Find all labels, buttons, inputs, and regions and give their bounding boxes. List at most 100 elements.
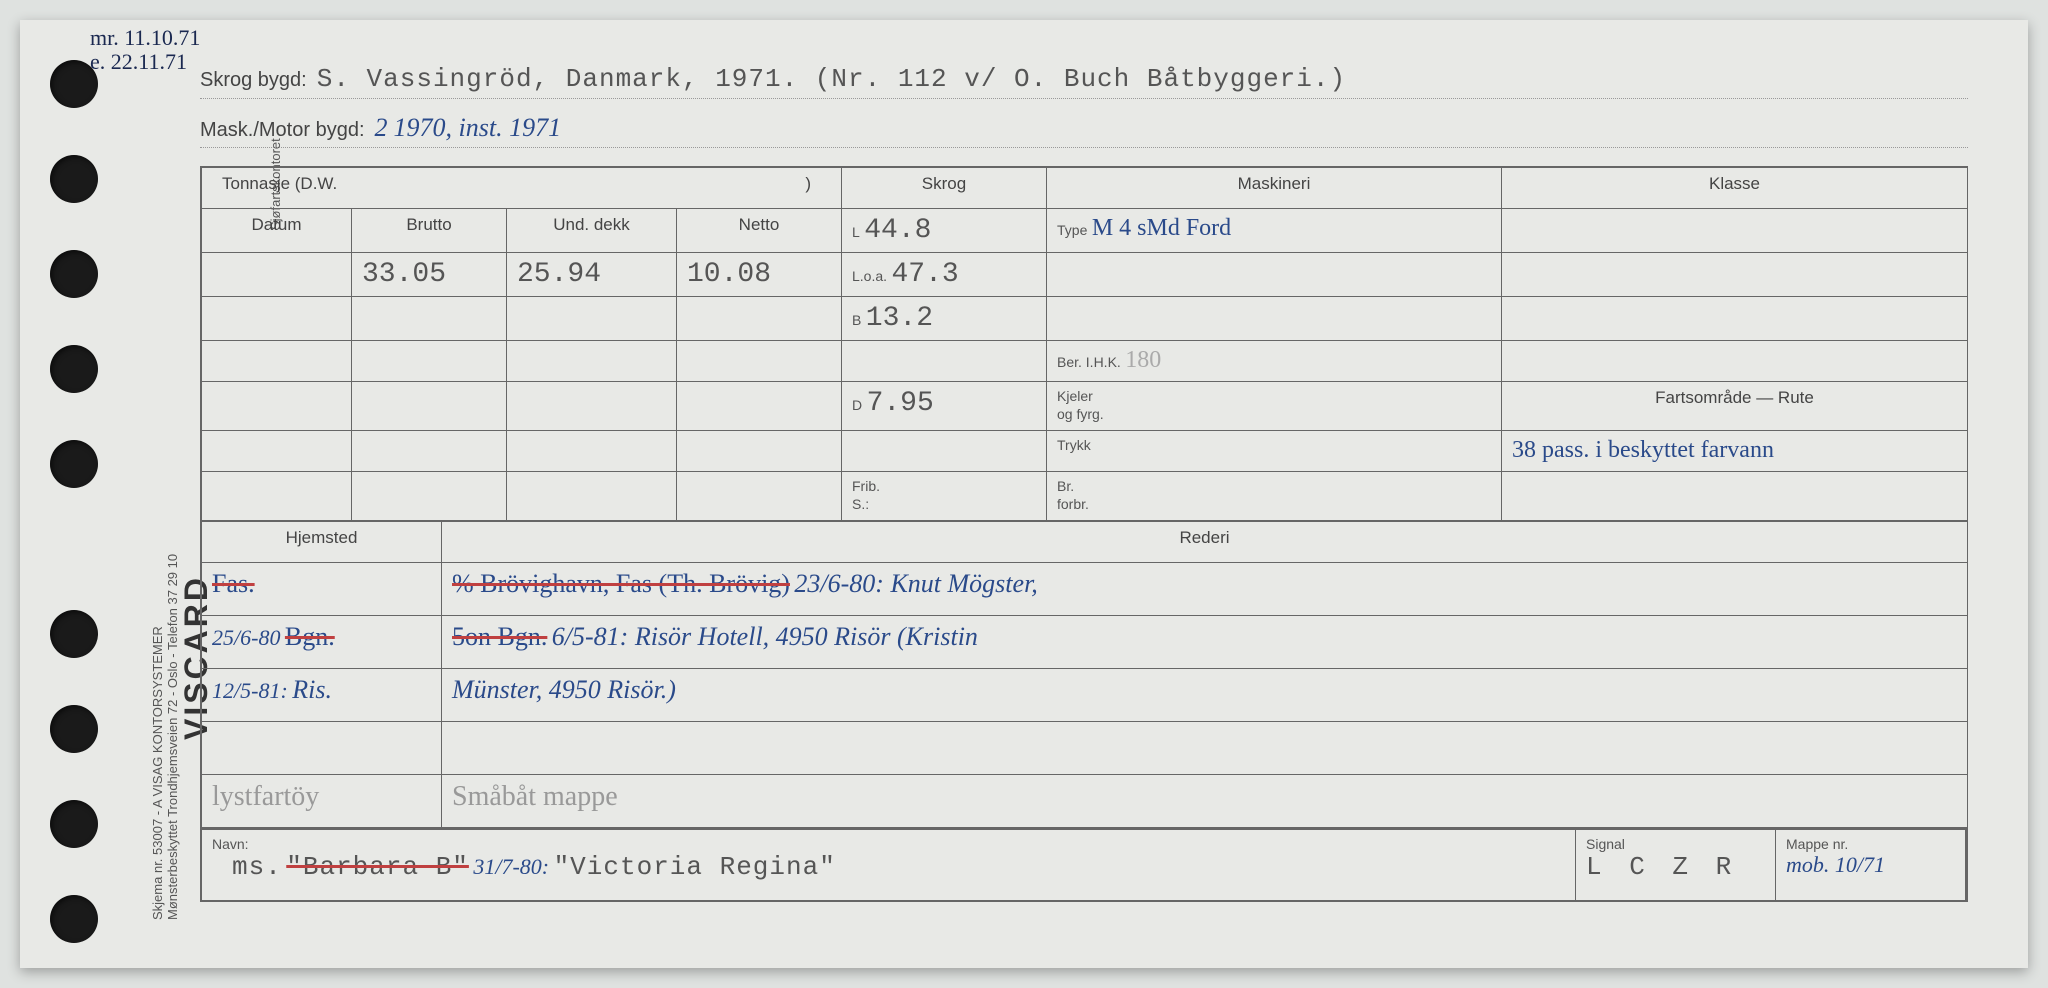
frib-cell: Frib. S.: — [842, 472, 1047, 520]
sted-1-strike: Bgn. — [285, 622, 335, 651]
brutto-3 — [352, 341, 507, 381]
klasse-empty-3 — [1502, 341, 1968, 381]
hjemsted-sted-2: 12/5-81: Ris. — [202, 669, 442, 721]
datum-6 — [202, 472, 352, 520]
pencil-right: Småbåt mappe — [452, 781, 618, 812]
mask-empty-1 — [1047, 253, 1502, 296]
netto-6 — [677, 472, 842, 520]
hjemsted-rederi-0: % Brövighavn, Fas (Th. Brövig) 23/6-80: … — [442, 563, 1968, 615]
type-cell: Type M 4 sMd Ford — [1047, 209, 1502, 252]
netto-1-val: 10.08 — [687, 259, 771, 290]
data-row-2: B 13.2 — [202, 297, 1968, 341]
skrog-B-cell: B 13.2 — [842, 297, 1047, 340]
skrog-empty-5 — [842, 431, 1047, 471]
D-label: D — [852, 397, 862, 413]
date-2: 12/5-81: — [212, 678, 288, 703]
B-value: 13.2 — [866, 303, 933, 334]
Loa-label: L.o.a. — [852, 268, 887, 284]
mappe-label: Mappe nr. — [1786, 836, 1955, 852]
skrog-empty-cell — [842, 341, 1047, 381]
main-grid: Tonnasje (D.W. ) Skrog Maskineri Klasse … — [200, 166, 1968, 829]
D-value: 7.95 — [867, 388, 934, 419]
klasse-cell-1 — [1502, 209, 1968, 252]
date-1: 25/6-80 — [212, 625, 280, 650]
datum-1 — [202, 253, 352, 296]
und-dekk-header: Und. dekk — [507, 209, 677, 252]
punch-hole — [50, 895, 98, 943]
trykk-cell: Trykk — [1047, 431, 1502, 471]
brutto-2 — [352, 297, 507, 340]
type-value: M 4 sMd Ford — [1092, 215, 1231, 241]
ber-ihk-value: 180 — [1125, 347, 1161, 373]
mask-motor-row: Mask./Motor bygd: 2 1970, inst. 1971 — [200, 113, 1968, 148]
hjemsted-pencil-row: lystfartöy Småbåt mappe — [202, 775, 1968, 829]
klasse-empty-1 — [1502, 253, 1968, 296]
pencil-left-cell: lystfartöy — [202, 775, 442, 827]
punch-hole — [50, 250, 98, 298]
punch-hole — [50, 155, 98, 203]
mask-motor-value: 1970, inst. 1971 — [394, 113, 562, 143]
hjemsted-row-1: 25/6-80 Bgn. 5on Bgn. 6/5-81: Risör Hote… — [202, 616, 1968, 669]
navn-cell: Navn: ms. "Barbara B" 31/7-80: "Victoria… — [202, 830, 1576, 900]
und-5 — [507, 431, 677, 471]
hjemsted-row-2: 12/5-81: Ris. Münster, 4950 Risör.) — [202, 669, 1968, 722]
L-label: L — [852, 224, 860, 240]
datum-4 — [202, 382, 352, 430]
hjemsted-blank-left — [202, 722, 442, 774]
skrog-bygd-label: Skrog bygd: — [200, 69, 307, 92]
datum-2 — [202, 297, 352, 340]
signal-value: L C Z R — [1586, 852, 1737, 882]
hjemsted-sted-1: 25/6-80 Bgn. — [202, 616, 442, 668]
datum-3 — [202, 341, 352, 381]
B-label: B — [852, 312, 861, 328]
br-forbr-label: Br. forbr. — [1057, 478, 1089, 512]
klasse-empty-6 — [1502, 472, 1968, 520]
signal-label: Signal — [1586, 836, 1765, 852]
klasse-header: Klasse — [1502, 168, 1968, 208]
rederi-2: Münster, 4950 Risör.) — [452, 675, 676, 704]
skrog-header: Skrog — [842, 168, 1047, 208]
maskineri-header: Maskineri — [1047, 168, 1502, 208]
annotation-2: e. 22.11.71 — [90, 50, 200, 74]
rederi-header: Rederi — [442, 522, 1968, 562]
navn-date: 31/7-80: — [473, 854, 549, 879]
brutto-1: 33.05 — [352, 253, 507, 296]
punch-hole — [50, 440, 98, 488]
klasse-empty-2 — [1502, 297, 1968, 340]
und-4 — [507, 382, 677, 430]
mappe-cell: Mappe nr. mob. 10/71 — [1776, 830, 1966, 900]
brutto-4 — [352, 382, 507, 430]
rederi-1-cont: 6/5-81: Risör Hotell, 4950 Risör (Kristi… — [552, 622, 978, 651]
punch-hole — [50, 345, 98, 393]
netto-4 — [677, 382, 842, 430]
rederi-1-strike: 5on Bgn. — [452, 622, 547, 651]
hjemsted-blank-right — [442, 722, 1968, 774]
navn-prefix: ms. — [232, 852, 282, 882]
tonnasje-close: ) — [805, 174, 811, 194]
brutto-5 — [352, 431, 507, 471]
top-annotations: mr. 11.10.71 e. 22.11.71 — [90, 26, 200, 74]
skrog-L-cell: L 44.8 — [842, 209, 1047, 252]
netto-5 — [677, 431, 842, 471]
S-label: S.: — [852, 496, 869, 512]
frib-label: Frib. — [852, 478, 880, 494]
br-forbr-cell: Br. forbr. — [1047, 472, 1502, 520]
data-row-3: Ber. I.H.K. 180 — [202, 341, 1968, 382]
ber-ihk-label: Ber. I.H.K. — [1057, 354, 1121, 370]
fartsomrade-value: 38 pass. i beskyttet farvann — [1512, 437, 1774, 463]
datum-header: Datum — [202, 209, 352, 252]
data-row-1: 33.05 25.94 10.08 L.o.a. 47.3 — [202, 253, 1968, 297]
und-1-val: 25.94 — [517, 259, 601, 290]
Loa-value: 47.3 — [891, 259, 958, 290]
data-row-6: Frib. S.: Br. forbr. — [202, 472, 1968, 522]
mask-empty-2 — [1047, 297, 1502, 340]
mask-motor-label: Mask./Motor bygd: — [200, 119, 365, 142]
punch-hole — [50, 610, 98, 658]
netto-3 — [677, 341, 842, 381]
hjemsted-sted-0: Fas. — [202, 563, 442, 615]
und-3 — [507, 341, 677, 381]
kjeler-label: Kjeler og fyrg. — [1057, 388, 1104, 422]
punch-hole — [50, 705, 98, 753]
hjemsted-row-0: Fas. % Brövighavn, Fas (Th. Brövig) 23/6… — [202, 563, 1968, 616]
navn-label: Navn: — [212, 836, 1565, 852]
